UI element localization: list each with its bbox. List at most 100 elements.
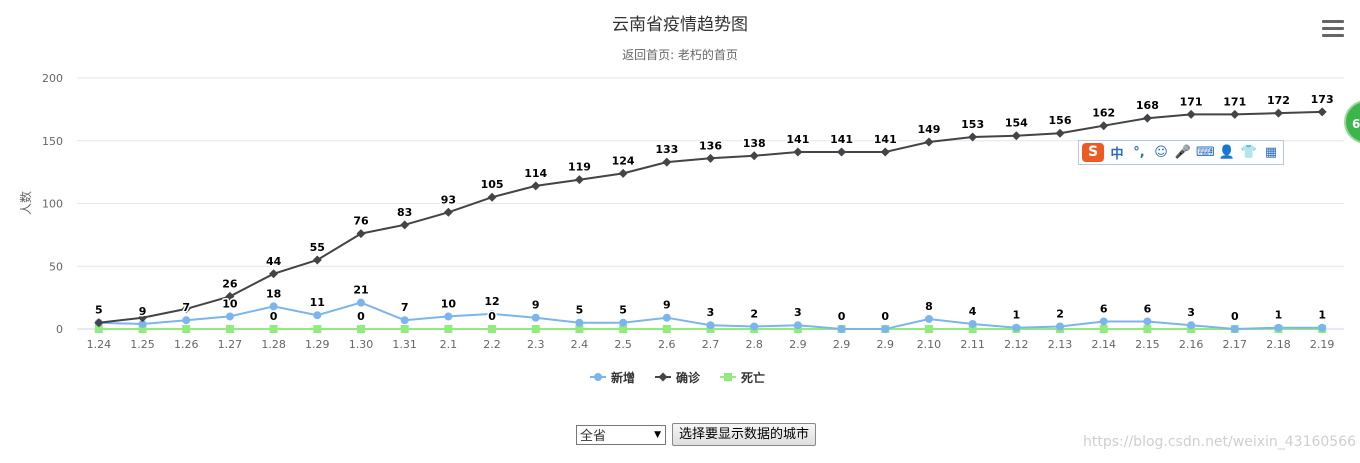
data-label: 76 [353,215,369,228]
data-point [487,192,497,202]
data-label: 3 [707,306,715,319]
data-point [1273,108,1283,118]
ime-toolbox-icon[interactable]: ▦ [1264,145,1278,160]
x-tick-label: 2.7 [702,338,720,351]
data-label: 0 [357,310,365,323]
x-tick-label: 1.31 [392,338,417,351]
x-tick-label: 2.1 [440,338,458,351]
data-label: 7 [182,301,190,314]
data-label: 12 [484,295,499,308]
data-label: 171 [1223,95,1246,108]
data-label: 8 [925,300,933,313]
data-point [575,318,584,327]
data-point [356,298,365,307]
data-point [1099,121,1109,131]
data-label: 124 [612,154,635,167]
data-point [1056,322,1065,331]
x-tick-label: 1.30 [349,338,374,351]
dropdown-arrow-icon: ▼ [654,429,661,440]
data-point [793,147,803,157]
x-tick-label: 2.10 [917,338,942,351]
chart-menu-button[interactable] [1322,20,1344,40]
data-point [531,181,541,191]
data-label: 18 [266,287,281,300]
x-tick-label: 2.9 [789,338,807,351]
data-point [313,311,322,320]
data-point [400,220,410,230]
data-point [749,151,759,161]
x-tick-label: 2.5 [614,338,632,351]
ime-logo-icon[interactable]: S [1082,143,1104,162]
ime-chinese-mode-icon[interactable]: 中 [1110,147,1124,162]
x-tick-label: 1.24 [87,338,112,351]
data-point [575,325,584,333]
data-label: 0 [1231,310,1239,323]
city-select[interactable]: 全省 ▼ [576,424,666,445]
data-label: 1 [1012,309,1020,322]
data-point [356,229,366,239]
data-point [1142,113,1152,123]
x-tick-label: 2.8 [745,338,763,351]
data-point [1099,325,1108,333]
data-label: 6 [1144,302,1152,315]
series-确诊 [94,107,1327,328]
ime-skin-icon[interactable]: 👕 [1240,145,1258,160]
x-tick-label: 2.6 [658,338,676,351]
data-point [400,316,409,325]
data-label: 133 [655,143,678,156]
y-axis-ticks: 0 50 100 150 200 [42,72,63,336]
data-point [313,325,322,333]
chart-subtitle[interactable]: 返回首页: 老朽的首页 [622,47,738,62]
data-point [531,325,540,333]
data-point [443,207,453,217]
data-label: 138 [743,137,766,150]
data-point [269,325,278,333]
data-point [1187,321,1196,330]
legend-item-死亡[interactable]: 死亡 [720,370,765,385]
ime-voice-icon[interactable]: 🎤 [1174,145,1192,160]
data-point [488,309,497,318]
ime-toolbar[interactable]: S 中 °, ☺ 🎤 ⌨ 👤 👕 ▦ [1078,140,1284,165]
x-tick-label: 1.26 [174,338,199,351]
data-point [1274,323,1283,332]
legend-item-新增[interactable]: 新增 [590,370,635,385]
data-point [225,291,235,301]
data-point [1143,317,1152,326]
series-group [94,107,1327,333]
select-city-button[interactable]: 选择要显示数据的城市 [672,423,817,446]
data-label: 0 [270,310,278,323]
x-tick-label: 2.15 [1135,338,1160,351]
city-controls: 全省 ▼ 选择要显示数据的城市 [576,423,817,446]
data-point [1317,107,1327,117]
legend-item-确诊[interactable]: 确诊 [655,370,701,385]
ime-punctuation-icon[interactable]: °, [1133,145,1145,160]
legend-label: 确诊 [676,370,701,385]
x-tick-label: 2.13 [1048,338,1073,351]
ime-emoji-icon[interactable]: ☺ [1154,145,1168,160]
data-label: 2 [750,307,758,320]
data-point [880,147,890,157]
data-point [225,312,234,321]
data-label: 171 [1180,95,1203,108]
data-point [531,313,540,322]
data-label: 141 [830,133,853,146]
data-label: 93 [441,193,456,206]
data-label: 162 [1092,107,1115,120]
data-label: 141 [874,133,897,146]
watermark: https://blog.csdn.net/weixin_43160566 [1083,434,1357,450]
x-tick-label: 2.9 [877,338,895,351]
ime-keyboard-icon[interactable]: ⌨ [1196,145,1215,160]
y-tick-label: 200 [42,72,63,85]
data-label: 26 [222,277,238,290]
data-point [356,325,365,333]
data-label: 9 [532,299,540,312]
data-label: 83 [397,206,412,219]
data-point [1230,325,1239,333]
x-tick-label: 1.27 [218,338,243,351]
data-label: 5 [619,304,627,317]
data-point [444,325,453,333]
data-point [1099,317,1108,326]
ime-user-icon[interactable]: 👤 [1218,145,1236,160]
